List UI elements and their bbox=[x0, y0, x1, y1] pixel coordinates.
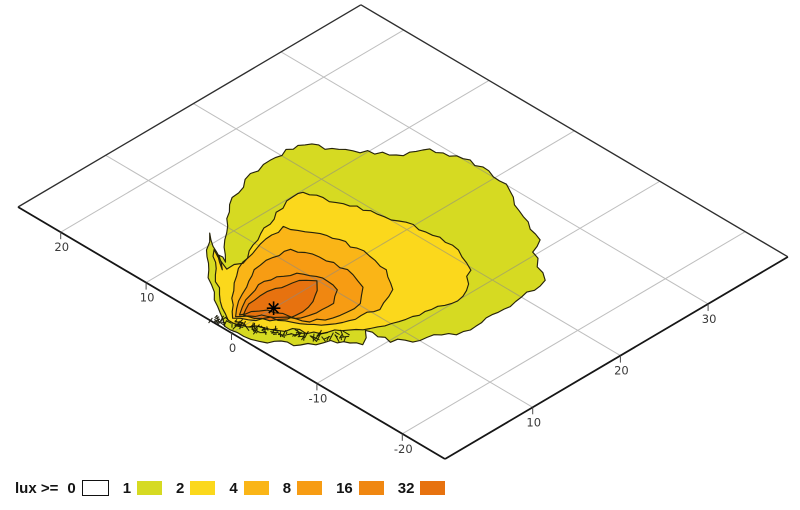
contour-outline-lux-32 bbox=[242, 279, 318, 322]
legend-label-2: 2 bbox=[176, 479, 185, 497]
contour-convergence-scribble bbox=[208, 314, 350, 343]
legend-label-1: 1 bbox=[122, 479, 132, 497]
legend-label-8: 8 bbox=[282, 479, 292, 497]
contour-outline-lux-4 bbox=[231, 225, 394, 326]
legend-swatch-lux-0 bbox=[81, 480, 109, 496]
contour-outlines bbox=[205, 143, 546, 347]
legend-title: lux >= bbox=[15, 479, 59, 497]
grid-line-y-0 bbox=[231, 130, 575, 334]
x-axis-tick-label: 30 bbox=[702, 312, 717, 326]
y-axis-tick-label: -10 bbox=[309, 391, 328, 405]
legend-swatch-lux-4 bbox=[243, 481, 269, 495]
legend-swatch-lux-2 bbox=[190, 481, 216, 495]
contour-outline-lux-2 bbox=[212, 191, 472, 335]
y-axis-tick-label: -20 bbox=[394, 442, 413, 456]
source-marker-asterisk bbox=[266, 301, 281, 315]
grid-line-y--20 bbox=[402, 231, 746, 435]
legend-swatch-lux-16 bbox=[358, 481, 384, 495]
contour-outline-lux-1 bbox=[205, 143, 546, 347]
lux-legend: lux >= 0 1 2 4 8 16 32 bbox=[15, 477, 446, 499]
y-axis-tick-label: 10 bbox=[140, 291, 155, 305]
y-axis-tick-label: 0 bbox=[229, 341, 236, 355]
contour-outline-lux-8 bbox=[235, 248, 364, 323]
grid-line-y--10 bbox=[316, 180, 661, 384]
grid-line-y-10 bbox=[145, 80, 490, 284]
x-axis-tick-label: 20 bbox=[614, 364, 629, 378]
legend-swatch-lux-32 bbox=[420, 481, 446, 495]
grid-line-y-20 bbox=[60, 29, 404, 233]
y-axis-tick-label: 20 bbox=[54, 240, 69, 254]
legend-swatch-lux-8 bbox=[297, 481, 323, 495]
axis-ticks-and-labels: 10 20 30 20 10 0 -10 -20 bbox=[54, 232, 716, 456]
x-axis-tick-label: 10 bbox=[526, 415, 541, 429]
legend-label-32: 32 bbox=[397, 479, 415, 497]
legend-label-16: 16 bbox=[336, 479, 353, 497]
contour-outline-lux-16 bbox=[238, 272, 338, 320]
legend-label-4: 4 bbox=[229, 479, 238, 497]
legend-swatch-lux-1 bbox=[137, 481, 163, 495]
legend-label-0: 0 bbox=[67, 479, 76, 497]
